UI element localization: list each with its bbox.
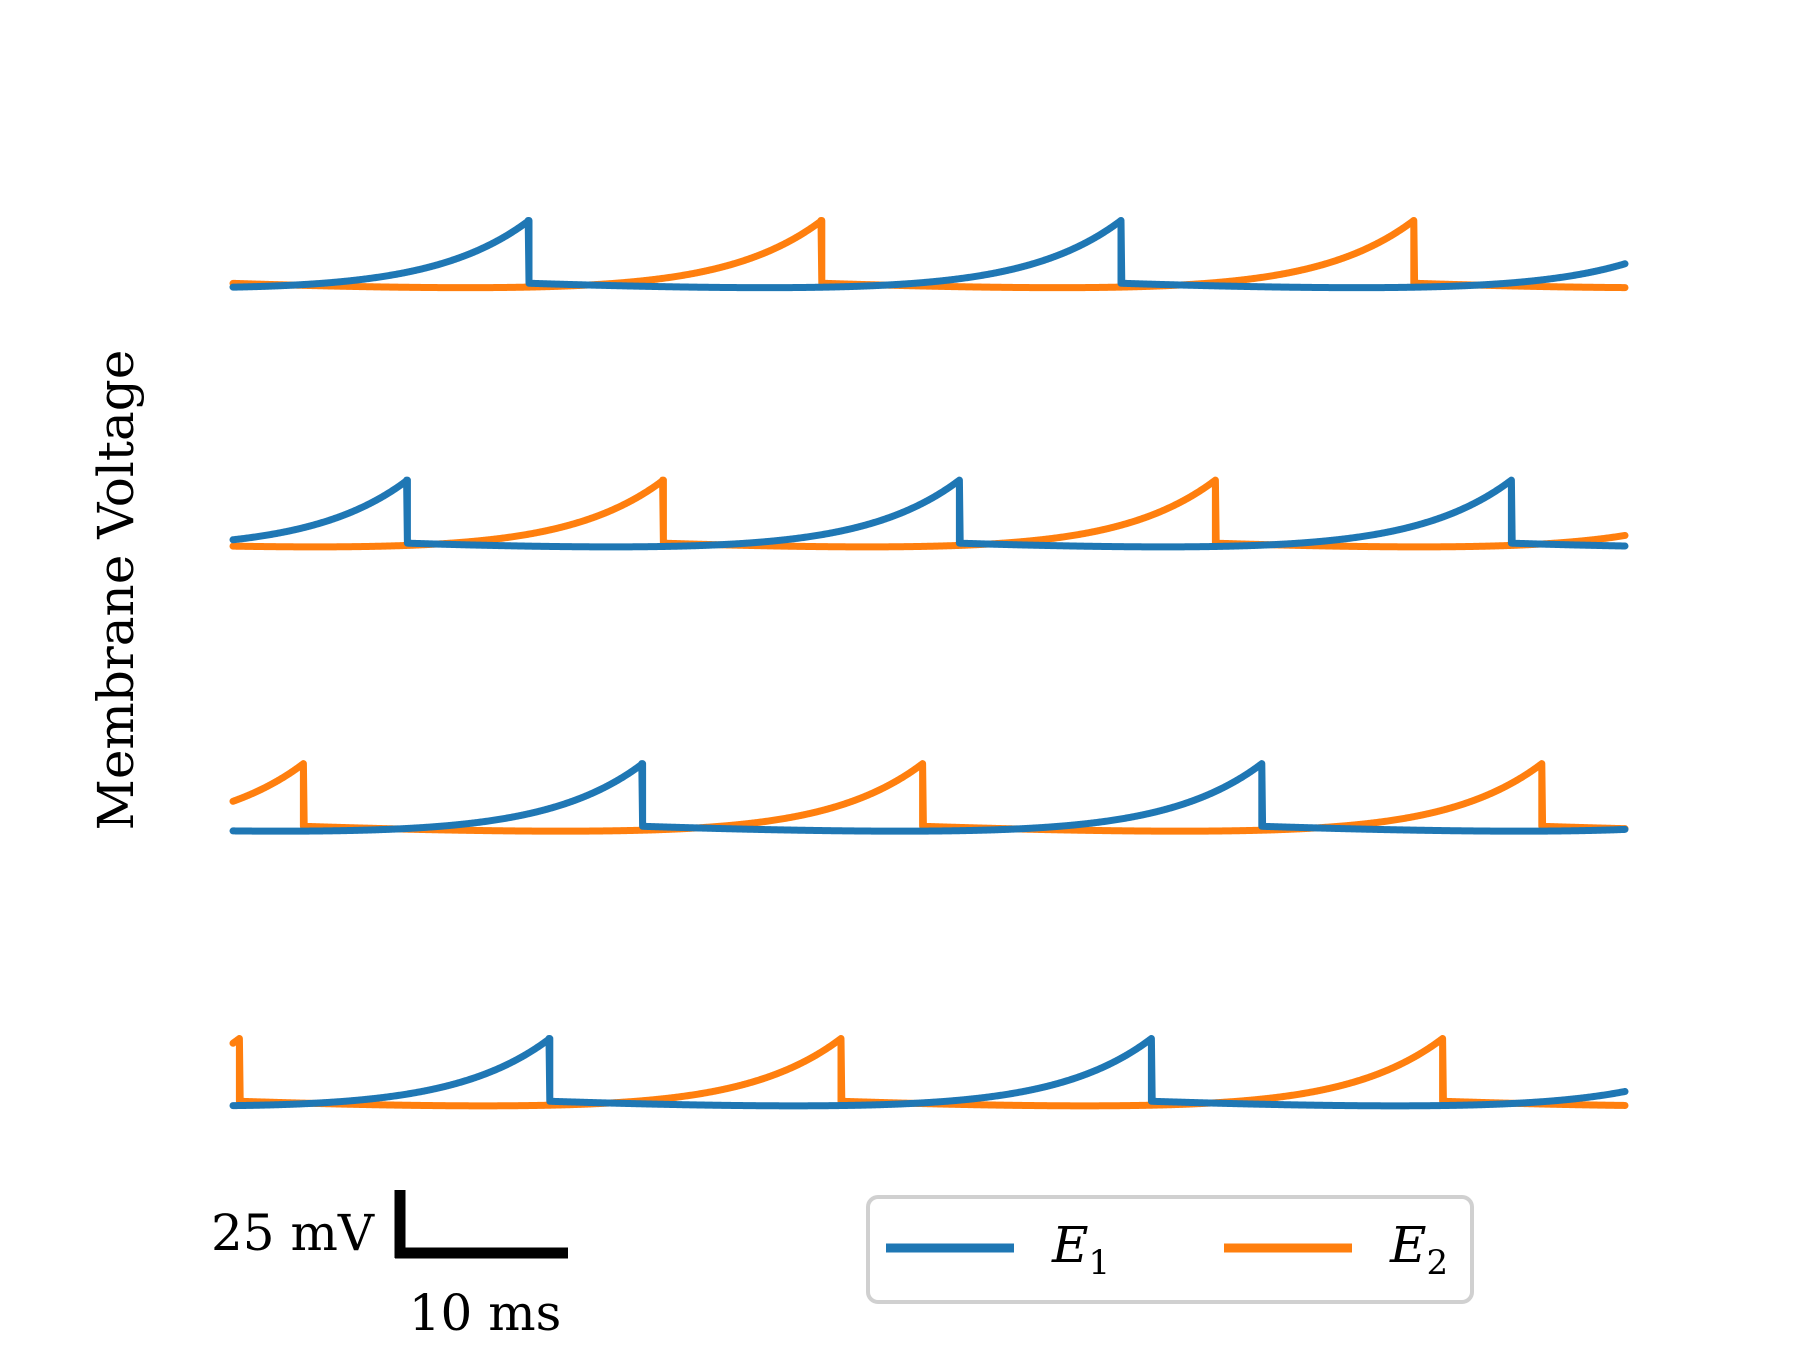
scale-bar-time-label: 10 ms <box>409 1284 562 1342</box>
y-axis-label: Membrane Voltage <box>87 350 145 831</box>
trace-row-1-e1 <box>229 216 1629 292</box>
legend-label-e1: E1 <box>1051 1216 1110 1283</box>
scale-bar: 25 mV 10 ms <box>211 1190 568 1342</box>
trace-row-3-e2 <box>229 760 1629 835</box>
trace-row-3-e1 <box>229 760 1629 835</box>
trace-row-2-e2 <box>229 476 1629 551</box>
trace-row-2-e1 <box>229 476 1629 551</box>
trace-row-4-e2 <box>229 1035 1629 1110</box>
trace-row-4-e1 <box>229 1035 1629 1110</box>
scale-bar-voltage-label: 25 mV <box>211 1204 375 1262</box>
legend: E1 E2 <box>866 1195 1474 1304</box>
legend-label-e2: E2 <box>1389 1216 1448 1283</box>
trace-row-1-e2 <box>229 216 1629 292</box>
traces <box>229 216 1629 1110</box>
legend-frame <box>866 1195 1474 1304</box>
